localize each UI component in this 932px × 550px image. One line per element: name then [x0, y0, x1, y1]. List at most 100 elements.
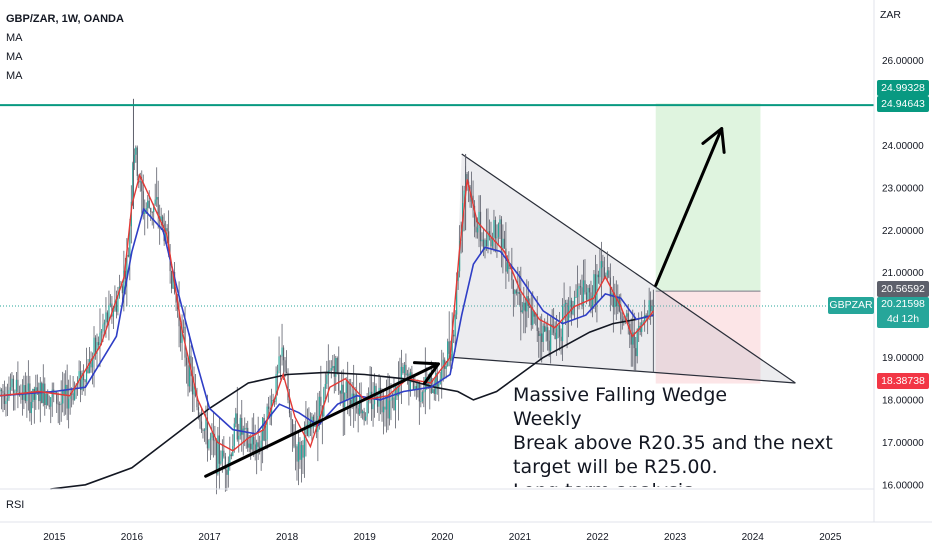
candle-body	[115, 300, 117, 312]
candle-body	[193, 386, 195, 395]
candle-body	[572, 304, 574, 315]
symbol-title[interactable]: GBP/ZAR, 1W, OANDA	[6, 13, 124, 25]
candle-body	[182, 326, 185, 328]
candle-body	[256, 442, 258, 454]
candle-body	[112, 310, 115, 317]
candle-body	[405, 364, 407, 376]
candle-body	[479, 211, 482, 242]
candle-body	[57, 403, 59, 405]
time-tick-label: 2021	[509, 532, 532, 543]
indicator-ma-2[interactable]: MA	[6, 51, 23, 63]
candle-body	[590, 292, 592, 309]
candle-body	[291, 419, 294, 435]
candle-body	[72, 393, 74, 401]
candle-body	[573, 297, 576, 305]
indicator-ma-1[interactable]: MA	[6, 32, 23, 44]
candle-body	[388, 400, 391, 419]
candle-body	[554, 332, 556, 339]
candle-body	[414, 386, 416, 390]
candle-body	[229, 454, 231, 463]
candle-body	[79, 371, 82, 390]
price-tag-top-target: 24.99328	[877, 80, 929, 96]
candle-body	[591, 295, 594, 309]
candle-body	[268, 406, 270, 409]
current-price-value: 20.21598	[881, 298, 925, 310]
candle-body	[205, 417, 207, 430]
candle-body	[594, 274, 597, 304]
candle-body	[185, 357, 188, 366]
candle-body	[463, 190, 465, 204]
candle-body	[550, 324, 552, 351]
price-tick-label: 17.00000	[882, 438, 924, 449]
candle-body	[238, 435, 240, 440]
bar-countdown: 4d 12h	[886, 313, 920, 325]
candle-body	[96, 342, 98, 354]
candle-body	[596, 274, 598, 304]
candle-body	[285, 371, 288, 374]
candle-body	[74, 386, 76, 401]
candle-body	[541, 333, 543, 342]
candle-body	[614, 296, 616, 308]
candle-body	[56, 392, 58, 404]
candle-body	[203, 429, 206, 431]
candle-body	[363, 411, 365, 421]
candle-body	[353, 393, 355, 405]
candle-body	[318, 396, 320, 417]
candle-body	[411, 372, 413, 377]
candle-body	[651, 306, 653, 312]
wedge-annotation[interactable]: Massive Falling Wedge Weekly Break above…	[513, 383, 833, 487]
candle-body	[275, 374, 277, 402]
candle-body	[9, 387, 12, 391]
time-tick-label: 2020	[431, 532, 454, 543]
candle-body	[181, 327, 183, 343]
candle-body	[93, 337, 95, 359]
candle-body	[409, 372, 411, 392]
annotation-clip: Massive Falling Wedge Weekly Break above…	[505, 380, 875, 487]
candle-body	[26, 390, 28, 402]
candle-body	[279, 356, 282, 358]
candle-body	[606, 270, 608, 275]
candle-body	[442, 359, 444, 369]
candle-body	[282, 347, 285, 361]
candle-body	[154, 199, 156, 205]
candle-body	[227, 462, 229, 475]
candle-body	[547, 327, 549, 341]
candle-body	[499, 219, 501, 225]
time-tick-label: 2015	[43, 532, 66, 543]
candle-body	[441, 368, 443, 379]
candle-body	[627, 313, 629, 324]
candle-body	[121, 286, 123, 294]
candle-body	[423, 391, 425, 393]
candle-body	[476, 228, 479, 233]
currency-label: ZAR	[880, 9, 901, 21]
candle-body	[445, 366, 447, 369]
candle-body	[394, 386, 397, 411]
candle-body	[239, 417, 241, 436]
candle-body	[466, 174, 468, 182]
candle-body	[281, 347, 283, 357]
time-tick-label: 2016	[121, 532, 144, 543]
candle-body	[218, 435, 220, 464]
price-tick-label: 24.00000	[882, 141, 924, 152]
candle-body	[526, 296, 528, 312]
rsi-pane-label[interactable]: RSI	[6, 499, 25, 511]
candle-body	[420, 401, 422, 403]
candle-body	[78, 371, 80, 380]
price-tick-label: 26.00000	[882, 56, 924, 67]
candle-body	[87, 366, 89, 373]
candle-body	[421, 392, 423, 402]
candle-body	[602, 261, 604, 268]
indicator-ma-3[interactable]: MA	[6, 70, 23, 82]
candle-body	[223, 450, 225, 457]
candle-body	[220, 461, 222, 464]
candle-body	[578, 286, 580, 289]
candle-body	[545, 327, 547, 332]
candle-body	[60, 403, 62, 405]
candle-body	[153, 204, 155, 213]
candle-body	[32, 388, 34, 402]
candle-body	[502, 238, 504, 251]
uptrend-arrow-shaft	[204, 362, 440, 478]
candle-body	[108, 305, 110, 323]
candle-body	[94, 337, 97, 354]
